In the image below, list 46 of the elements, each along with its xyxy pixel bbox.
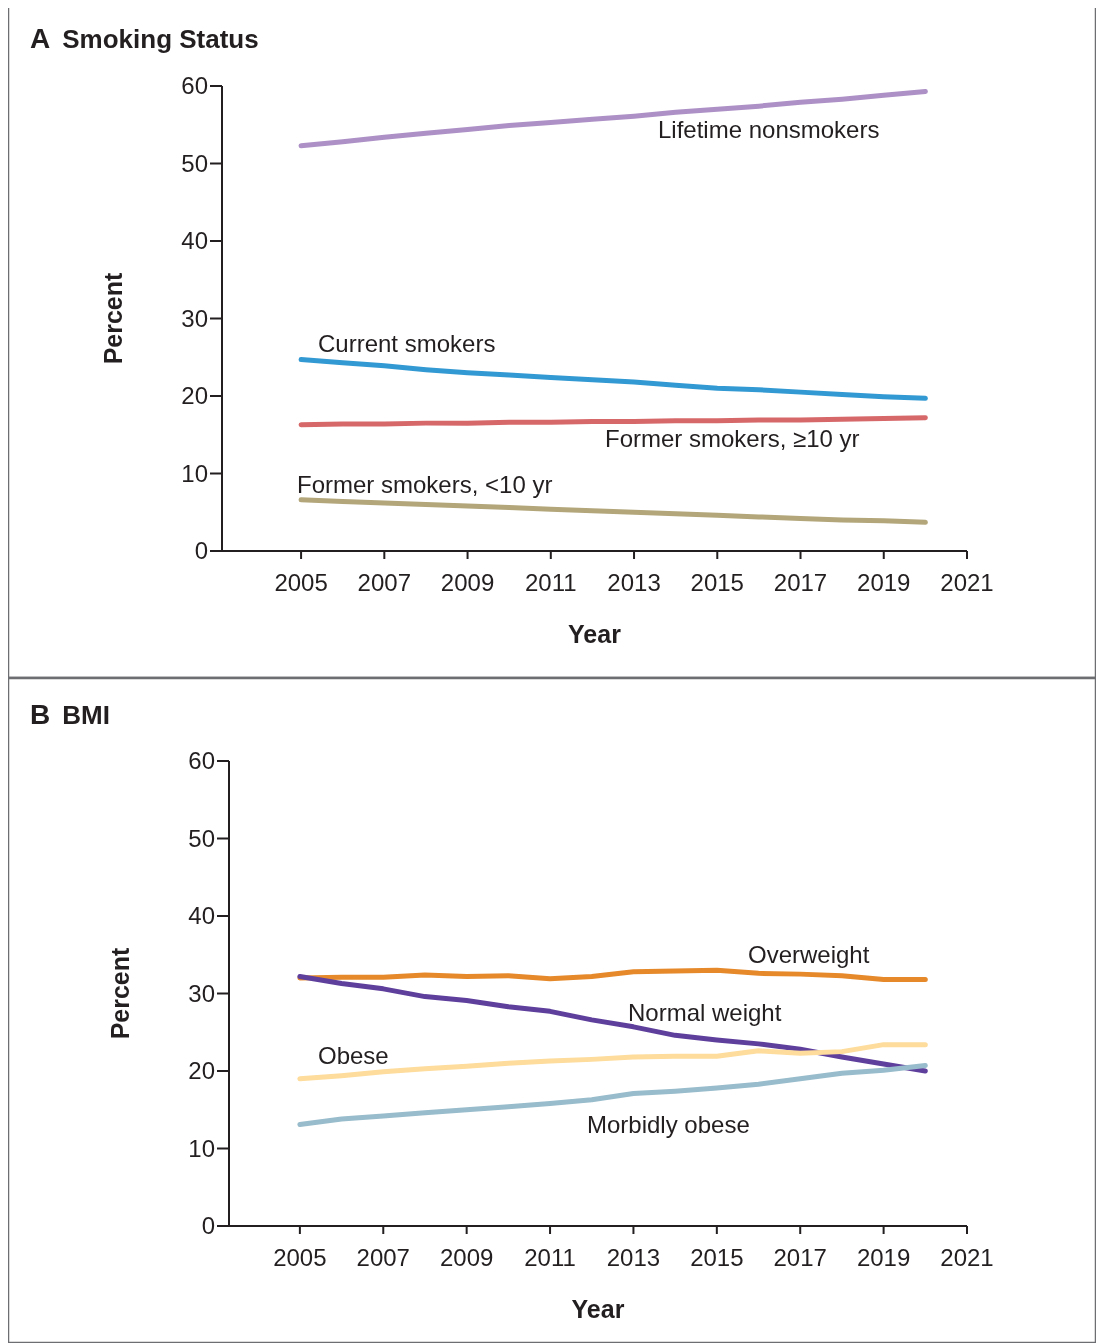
y-tick-label: 0 [194,537,208,565]
chart-title: B BMI [30,699,110,730]
series-label: Lifetime nonsmokers [658,116,880,143]
series-label: Current smokers [318,330,496,357]
x-tick-label: 2013 [606,1244,661,1271]
x-tick-label: 2009 [440,569,495,596]
x-tick-label: 2017 [773,569,828,596]
series-label: Morbidly obese [587,1111,750,1138]
y-tick-label: 20 [181,382,208,410]
y-tick-label: 40 [188,902,215,930]
y-tick-label: 60 [188,747,215,775]
x-tick-label: 2021 [940,1244,994,1271]
y-tick-label: 40 [181,227,208,255]
x-tick-label: 2015 [690,569,744,596]
series-label: Obese [318,1042,389,1069]
series-label: Former smokers, ≥10 yr [605,425,860,452]
x-tick-label: 2007 [357,569,412,596]
series-label: Normal weight [628,999,782,1026]
series-label: Overweight [748,941,870,968]
x-tick-label: 2011 [524,569,577,596]
x-tick-label: 2015 [690,1244,744,1271]
y-tick-label: 60 [181,72,208,100]
y-axis-title: Percent [99,271,127,365]
x-tick-label: 2013 [607,569,661,596]
y-axis-title: Percent [106,946,134,1040]
x-tick-label: 2009 [439,1244,494,1271]
x-tick-label: 2007 [356,1244,410,1271]
y-tick-label: 30 [188,979,215,1007]
y-tick-label: 50 [188,824,215,852]
x-tick-label: 2019 [857,569,911,596]
y-tick-label: 50 [181,149,208,177]
x-tick-label: 2017 [773,1244,827,1271]
series-label: Former smokers, <10 yr [297,471,553,498]
x-tick-label: 2019 [856,1244,911,1271]
x-tick-label: 2005 [273,1244,327,1271]
chart-title: A Smoking Status [30,23,259,54]
y-tick-label: 20 [188,1057,215,1085]
y-tick-label: 10 [181,459,208,487]
x-axis-title: Year [568,620,622,648]
x-axis-title: Year [571,1295,625,1323]
x-tick-label: 2011 [524,1244,576,1271]
x-tick-label: 2005 [274,569,328,596]
y-tick-label: 30 [181,304,208,332]
y-tick-label: 0 [201,1212,215,1240]
x-tick-label: 2021 [940,569,994,596]
y-tick-label: 10 [188,1134,215,1162]
